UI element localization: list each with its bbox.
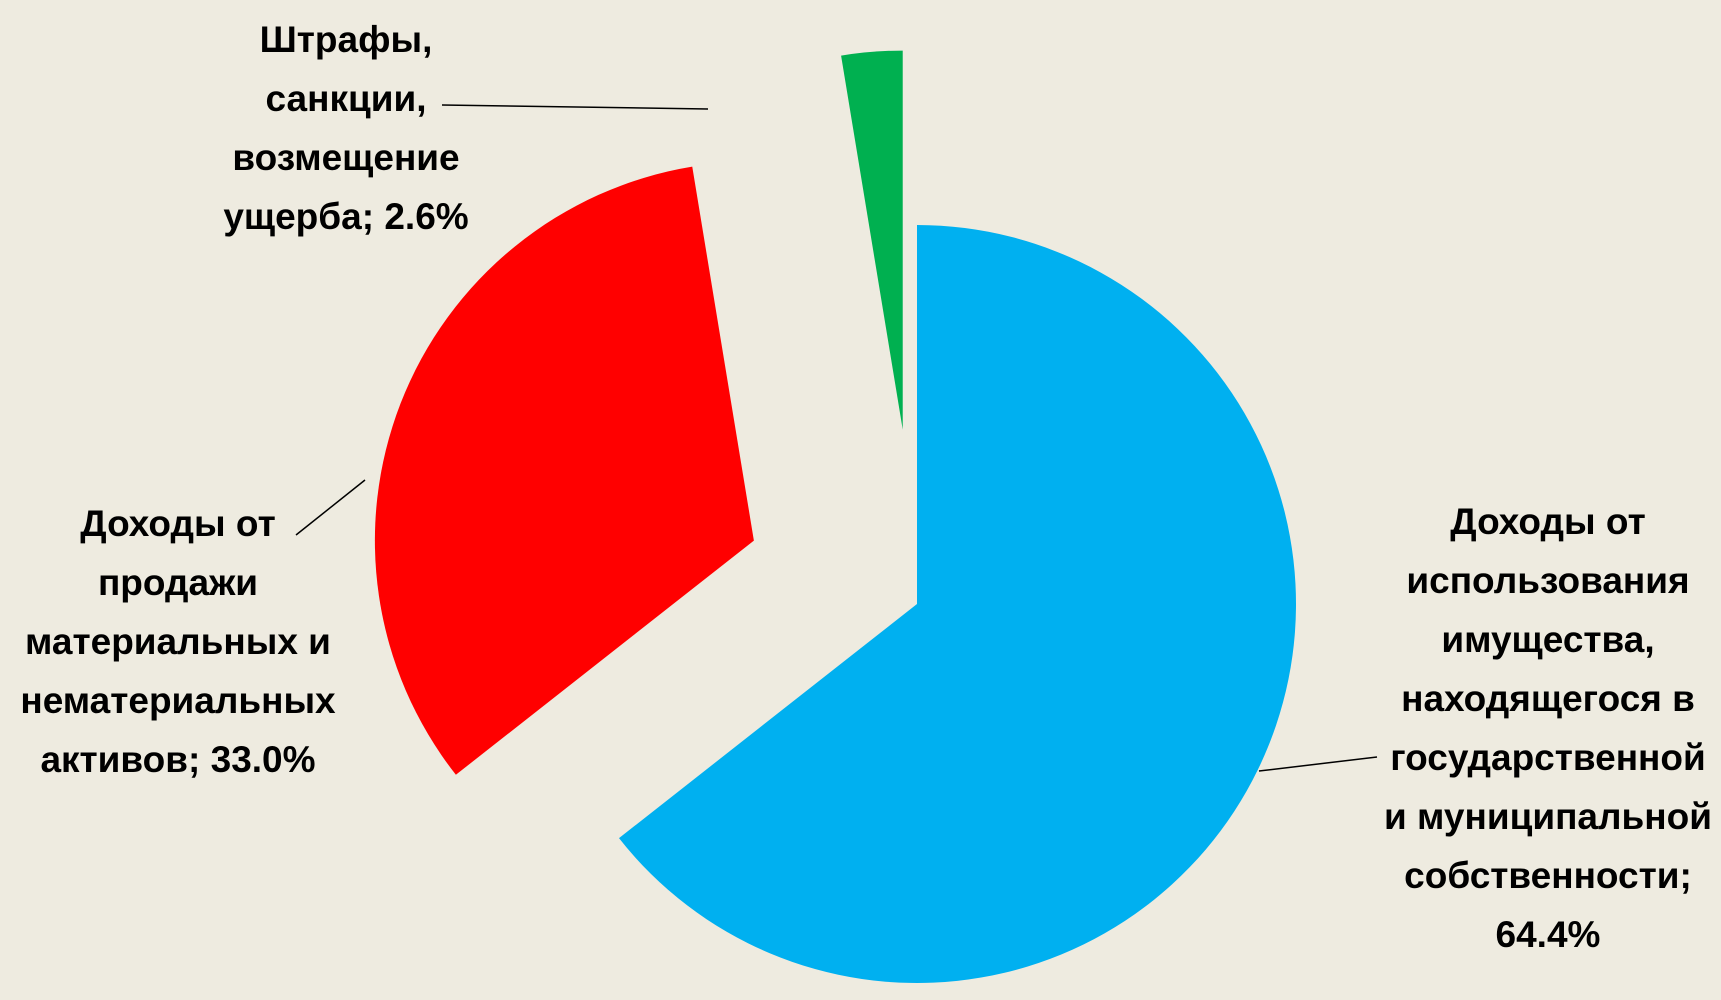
- slices: [374, 50, 1297, 983]
- pie-slice: [618, 225, 1297, 983]
- value-label: 33.0%: [210, 739, 316, 780]
- slice-label: Доходы от продажи материальных и нематер…: [8, 494, 348, 789]
- leader-line: [1258, 756, 1378, 772]
- leader-line: [441, 104, 709, 110]
- separator: ;: [1679, 855, 1692, 896]
- separator: ;: [188, 739, 211, 780]
- category-label: Доходы от продажи материальных и нематер…: [20, 503, 336, 780]
- separator: ;: [361, 196, 385, 237]
- category-label: Доходы от использования имущества, наход…: [1384, 501, 1712, 896]
- slice-label: Штрафы, санкции, возмещение ущерба; 2.6%: [196, 10, 496, 246]
- value-label: 2.6%: [384, 196, 469, 237]
- slice-label: Доходы от использования имущества, наход…: [1378, 492, 1718, 964]
- pie-slice: [841, 50, 903, 430]
- category-label: Штрафы, санкции, возмещение ущерба: [223, 19, 460, 237]
- leader-line: [295, 479, 366, 536]
- pie-slice: [374, 166, 754, 775]
- value-label: 64.4%: [1495, 914, 1601, 955]
